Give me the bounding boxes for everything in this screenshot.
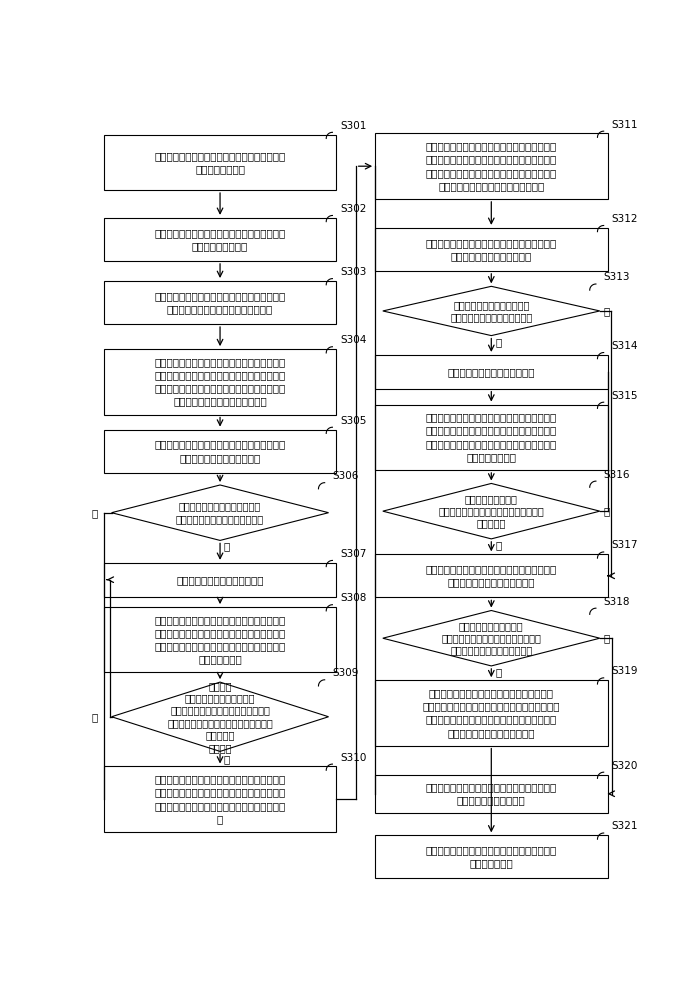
Text: 是: 是	[496, 667, 502, 677]
Text: 否: 否	[224, 542, 230, 552]
Bar	[104, 607, 337, 672]
Text: S307: S307	[340, 549, 366, 559]
Text: S316: S316	[604, 470, 630, 480]
Text: 是: 是	[604, 306, 610, 316]
Text: 针对采用调整后数量步长迭代得到的每个微基站
数量，基于宏基站和微基站的功耗模型、发射功
率的固定值、以及该次迭代得到的微基站数量，
确定第二系统能效: 针对采用调整后数量步长迭代得到的每个微基站 数量，基于宏基站和微基站的功耗模型、…	[425, 412, 557, 462]
Polygon shape	[383, 483, 600, 539]
Text: S303: S303	[340, 267, 366, 277]
Text: 从确定出各预设系统能效的值使用的由发射功
率以及微基站数量构成的参数对中，确定参数对，
使得该参数对在满足约束条件的前提下，基于该
参数对确定的系统能效的值最高: 从确定出各预设系统能效的值使用的由发射功 率以及微基站数量构成的参数对中，确定参…	[423, 688, 560, 738]
Text: 采用确定的该参数对为所述宏基站覆盖范围内的
微基站进行部署: 采用确定的该参数对为所述宏基站覆盖范围内的 微基站进行部署	[425, 845, 557, 868]
Text: S318: S318	[604, 597, 630, 607]
Text: 否: 否	[496, 337, 502, 347]
Text: S317: S317	[611, 540, 638, 550]
Text: 判断该多个第二系统能效中是
否存在估计的系统能效的最大值: 判断该多个第二系统能效中是 否存在估计的系统能效的最大值	[450, 300, 532, 322]
Bar	[104, 563, 337, 597]
Text: S321: S321	[611, 821, 638, 831]
Bar	[375, 228, 607, 271]
Bar	[375, 355, 607, 389]
Text: S319: S319	[611, 666, 638, 676]
Text: 将微基站数量的固定值更新为确定出系统能效的
最大值使用的微基站数量: 将微基站数量的固定值更新为确定出系统能效的 最大值使用的微基站数量	[425, 782, 557, 805]
Polygon shape	[112, 485, 328, 540]
Bar	[104, 218, 337, 261]
Text: S311: S311	[611, 120, 638, 130]
Text: 判断当前已经确定出
的第二系统能效中是否存在估计的系统能
效的最大值: 判断当前已经确定出 的第二系统能效中是否存在估计的系统能 效的最大值	[439, 494, 544, 529]
Text: S310: S310	[340, 753, 366, 763]
Polygon shape	[112, 682, 328, 751]
Bar	[375, 405, 607, 470]
Text: 对当前使用的功率步长进行调整: 对当前使用的功率步长进行调整	[176, 575, 264, 585]
Bar	[104, 281, 337, 324]
Text: S320: S320	[611, 761, 638, 771]
Text: 否: 否	[604, 506, 610, 516]
Text: S304: S304	[340, 335, 366, 345]
Text: S301: S301	[340, 121, 366, 131]
Bar	[375, 680, 607, 746]
Polygon shape	[383, 610, 600, 666]
Text: S306: S306	[332, 471, 359, 481]
Bar	[375, 133, 607, 199]
Text: 判断比对结果是否为确定
估计出系统能效的最大值使用的微基站
数量与微基站数量的固定值相同: 判断比对结果是否为确定 估计出系统能效的最大值使用的微基站 数量与微基站数量的固…	[441, 621, 541, 656]
Text: 否: 否	[604, 633, 610, 643]
Text: 是: 是	[496, 540, 502, 550]
Text: 将确定出估计的系统能效的最大值使用的微基站
数量与微基站数量的固定值比对: 将确定出估计的系统能效的最大值使用的微基站 数量与微基站数量的固定值比对	[425, 564, 557, 587]
Text: 针对基于发射功率的初始值和初始功率步长迭代
得到的每个发射功率，基于宏基站和微基站的功
耗模型、微基站数量的固定值、以及该次迭代得
到的发射功率，确定第一系统能: 针对基于发射功率的初始值和初始功率步长迭代 得到的每个发射功率，基于宏基站和微基…	[155, 357, 286, 407]
Text: 确定宏基站与部署在该宏基站覆盖范围内的微基
站之间的组网方式: 确定宏基站与部署在该宏基站覆盖范围内的微基 站之间的组网方式	[155, 151, 286, 174]
Text: S305: S305	[340, 416, 366, 426]
Text: 确定微基站数量的固定值、发射功率的初始值以
及对发射功率进行迭代的初始功率步长: 确定微基站数量的固定值、发射功率的初始值以 及对发射功率进行迭代的初始功率步长	[155, 291, 286, 314]
Text: S308: S308	[340, 593, 366, 603]
Text: S309: S309	[332, 668, 359, 678]
Bar	[375, 835, 607, 878]
Text: S315: S315	[611, 391, 638, 401]
Text: S313: S313	[604, 272, 630, 282]
Text: 根据基于
调整后功率步长得到的第一
系统能效的数值变化趋势，判断当前已
经确定出的第一系统能效中是否存在估计
的系统能效
的最大值: 根据基于 调整后功率步长得到的第一 系统能效的数值变化趋势，判断当前已 经确定出…	[167, 681, 273, 753]
Text: S302: S302	[340, 204, 366, 214]
Text: S312: S312	[611, 214, 638, 224]
Text: 判断得到的多个第一系统能效中
是否存在估计的系统能效的最大值: 判断得到的多个第一系统能效中 是否存在估计的系统能效的最大值	[176, 502, 264, 524]
Text: 对当前使用的数量步长进行调整: 对当前使用的数量步长进行调整	[448, 367, 535, 377]
Bar	[104, 430, 337, 473]
Bar	[375, 774, 607, 813]
Bar	[104, 135, 337, 190]
Polygon shape	[383, 286, 600, 336]
Text: 根据确定的组网方式，确定对应的系统谱效约束
和边缘用户覆盖约束: 根据确定的组网方式，确定对应的系统谱效约束 和边缘用户覆盖约束	[155, 228, 286, 251]
Text: 根据确定出得到的多个第一系统能效的数值变化
趋势，估计系统能效的最大值: 根据确定出得到的多个第一系统能效的数值变化 趋势，估计系统能效的最大值	[155, 440, 286, 463]
Bar	[104, 766, 337, 832]
Bar	[104, 349, 337, 415]
Text: 是: 是	[224, 754, 230, 764]
Text: 根据确定出得到的多个第二系统能效的数值变化
趋势，估计系统能效的最大值: 根据确定出得到的多个第二系统能效的数值变化 趋势，估计系统能效的最大值	[425, 238, 557, 261]
Text: 否: 否	[92, 712, 98, 722]
Text: 将确定出估计的系统能效的最大值使用的发射功
率作为发射功率的固定值，并确定微基站数量的
初始值以及对微基站数量进行迭代的初始数量步
长: 将确定出估计的系统能效的最大值使用的发射功 率作为发射功率的固定值，并确定微基站…	[155, 774, 286, 824]
Text: 是: 是	[92, 508, 98, 518]
Bar	[375, 554, 607, 597]
Text: S314: S314	[611, 341, 638, 351]
Text: 针对采用调整后功率步长迭代得到的每个发射功
率，基于宏基站和微基站的功耗模型、微基站数
量的固定值、以及该次迭代得到的发射功率，确
定第一系统能效: 针对采用调整后功率步长迭代得到的每个发射功 率，基于宏基站和微基站的功耗模型、微…	[155, 615, 286, 665]
Text: 针对基于微基站数量的初始值和初始数量步长迭
代得到的每个微基站数量，基于宏基站和微基站
的功耗模型、发射功率的固定值、以及该次迭代
得到的微基站数量，确定第二系: 针对基于微基站数量的初始值和初始数量步长迭 代得到的每个微基站数量，基于宏基站和…	[425, 141, 557, 191]
